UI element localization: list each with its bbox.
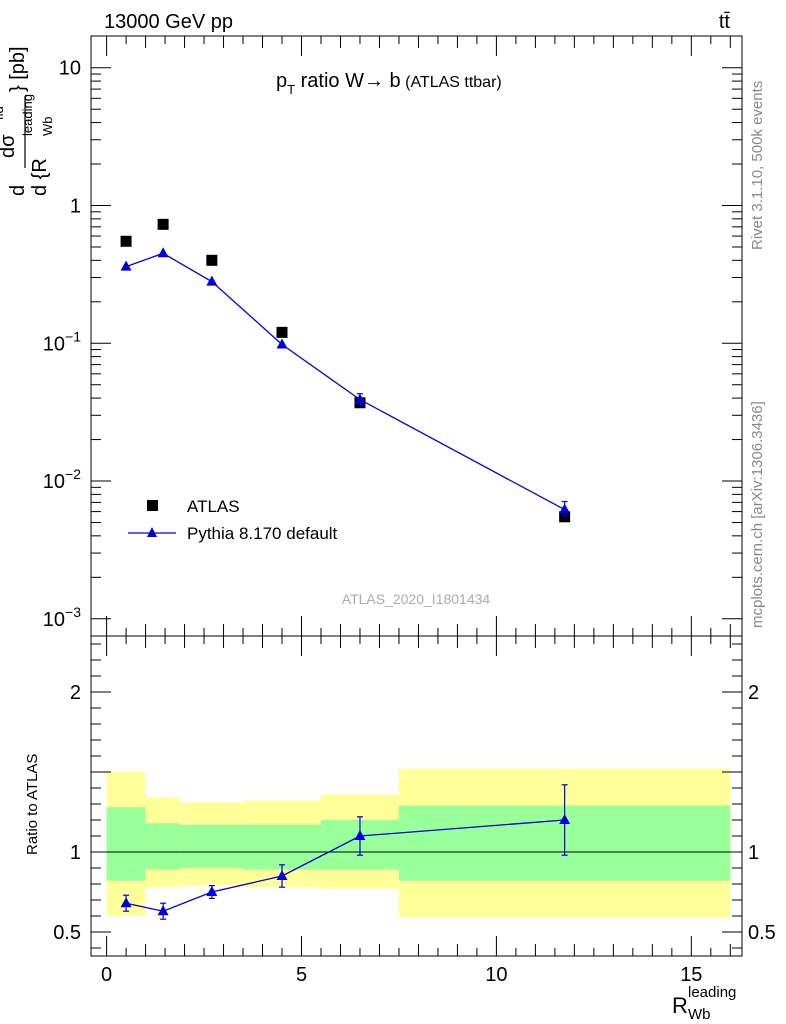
pythia-data-point [120, 260, 132, 271]
atlas-data-point [157, 218, 169, 230]
legend-pythia-marker [147, 527, 157, 537]
svg-text:fid: fid [0, 106, 6, 120]
atlas-data-point [120, 235, 132, 247]
legend-atlas-label: ATLAS [187, 497, 240, 516]
analysis-watermark: ATLAS_2020_I1801434 [342, 591, 491, 607]
main-y-axis-label: d dσ fid d {R leading Wb } [pb] [0, 46, 55, 196]
y-tick-label: 10−3 [43, 604, 81, 631]
ratio-y-tick-label-right: 2 [748, 682, 759, 704]
uncertainty-band-green [243, 824, 321, 870]
main-plot-frame [90, 35, 743, 637]
legend-pythia-label: Pythia 8.170 default [187, 524, 338, 543]
legend-atlas-marker [147, 500, 158, 511]
svg-text:Wb: Wb [688, 1006, 711, 1023]
svg-text:} [pb]: } [pb] [7, 46, 29, 92]
energy-label: 13000 GeV pp [104, 11, 233, 33]
pythia-line [125, 252, 565, 511]
atlas-data-point [276, 326, 288, 338]
x-tick-label: 15 [680, 964, 702, 986]
ratio-bands [91, 768, 742, 918]
uncertainty-band-green [180, 824, 244, 868]
ratio-y-tick-label-right: 1 [748, 842, 759, 864]
svg-text:leading: leading [688, 984, 736, 1001]
ratio-data-point [354, 830, 366, 840]
main-y-ticks: 10 1 10−1 10−2 10−3 [43, 58, 742, 631]
ratio-data-point [206, 886, 218, 896]
svg-text:R: R [672, 993, 688, 1018]
ratio-ticks: 0 5 10 15 0.5 0.5 1 1 2 2 [53, 636, 776, 986]
ratio-y-axis-label: Ratio to ATLAS [24, 754, 41, 855]
pythia-data-point [206, 275, 218, 286]
ratio-panel: 0 5 10 15 0.5 0.5 1 1 2 2 Ratio to ATLAS R leadin… [24, 635, 776, 1023]
y-tick-label: 10 [59, 58, 81, 80]
ratio-line [125, 819, 565, 912]
uncertainty-band-green [106, 807, 146, 881]
y-tick-label: 1 [70, 196, 81, 218]
atlas-data-point [559, 511, 571, 523]
svg-text:d {R: d {R [29, 158, 51, 196]
x-tick-label: 5 [296, 964, 307, 986]
plot-title: pT ratio W→ b (ATLAS ttbar) [276, 70, 502, 97]
y-tick-label: 10−2 [43, 466, 81, 493]
atlas-data-point [206, 254, 218, 266]
main-x-ticks [106, 36, 731, 636]
x-tick-label: 0 [101, 964, 112, 986]
x-axis-label: R leading Wb [672, 984, 736, 1023]
ratio-y-tick-label: 1 [70, 842, 81, 864]
svg-text:leading: leading [20, 94, 35, 136]
pythia-data-point [276, 338, 288, 349]
mcplots-label: mcplots.cern.ch [arXiv:1306.3436] [749, 401, 766, 628]
ratio-y-tick-label: 2 [70, 682, 81, 704]
y-tick-label: 10−1 [43, 328, 81, 355]
x-tick-label: 10 [485, 964, 507, 986]
ratio-data-point [120, 897, 132, 908]
ratio-y-tick-label: 0.5 [53, 922, 81, 944]
svg-text:d: d [7, 185, 29, 196]
svg-text:dσ: dσ [0, 134, 19, 158]
rivet-label: Rivet 3.1.10, 500k events [749, 81, 766, 250]
ratio-y-tick-label-right: 0.5 [748, 922, 776, 944]
main-data-layer [120, 218, 571, 523]
ratio-plot-frame [90, 635, 743, 957]
main-panel: 10 1 10−1 10−2 10−3 pT ratio W→ b (ATLAS ttb… [0, 35, 743, 637]
pythia-data-point [354, 393, 366, 404]
legend: ATLAS Pythia 8.170 default [128, 497, 338, 543]
ratio-data-point [157, 905, 169, 916]
svg-text:Wb: Wb [40, 117, 55, 137]
pythia-data-point [559, 503, 571, 514]
ratio-data-point [559, 814, 571, 824]
uncertainty-band-green [145, 823, 181, 870]
process-label: tt̄ [719, 11, 731, 33]
ratio-data-layer [120, 784, 571, 920]
pythia-data-point [157, 247, 169, 258]
ratio-data-point [276, 870, 288, 880]
